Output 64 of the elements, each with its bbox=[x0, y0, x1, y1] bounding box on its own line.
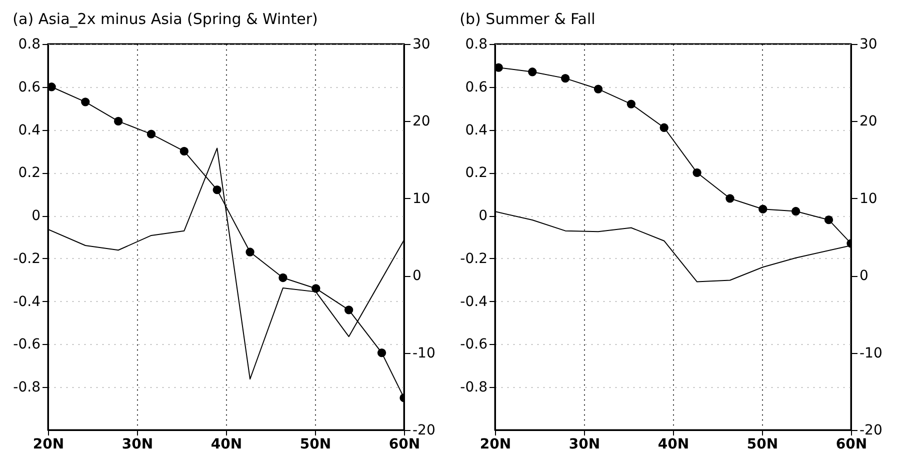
y2-tick-label: -10 bbox=[860, 345, 882, 362]
x-tick-label: 40N bbox=[658, 436, 690, 452]
y-tick-label: -0.8 bbox=[460, 380, 488, 396]
y2-tick-label: 20 bbox=[412, 114, 430, 130]
y2-tick-label: -20 bbox=[860, 422, 882, 438]
point bbox=[758, 204, 768, 214]
point bbox=[692, 168, 702, 177]
y2-tick-label: 20 bbox=[860, 114, 878, 130]
x-tick-label: 30N bbox=[122, 436, 154, 452]
point bbox=[726, 194, 734, 203]
y-tick-label: 0.6 bbox=[465, 79, 488, 96]
x-tick-label: 60N bbox=[836, 436, 868, 452]
y-tick-label: -0.4 bbox=[460, 294, 488, 310]
y-tick-label: 0.4 bbox=[18, 122, 41, 138]
point bbox=[560, 74, 570, 83]
point bbox=[824, 216, 834, 224]
y-tick-label: 0.8 bbox=[465, 36, 488, 52]
point bbox=[344, 306, 354, 314]
y-tick-label: 0 bbox=[32, 208, 40, 224]
y2-tick-label: 0 bbox=[860, 268, 868, 284]
y2-tick-label: 10 bbox=[412, 190, 430, 207]
y-tick-label: -0.2 bbox=[13, 250, 40, 267]
x-tick-label: 40N bbox=[210, 436, 242, 452]
y2-tick-label: -20 bbox=[412, 422, 436, 438]
point bbox=[660, 123, 668, 132]
point bbox=[312, 284, 320, 293]
y-tick-label: -0.8 bbox=[13, 380, 40, 396]
x-tick-label: 60N bbox=[388, 436, 420, 452]
point bbox=[146, 130, 156, 138]
point bbox=[246, 248, 254, 256]
y-tick-label: -0.6 bbox=[460, 336, 488, 353]
point bbox=[180, 146, 188, 156]
chart-title: (a) Asia_2x minus Asia (Spring & Winter) bbox=[12, 10, 318, 28]
y-tick-label: 0.8 bbox=[18, 36, 40, 52]
y2-tick-label: 30 bbox=[412, 36, 430, 52]
y2-tick-label: 30 bbox=[860, 36, 878, 52]
point bbox=[594, 84, 603, 94]
x-tick-label: 20N bbox=[480, 436, 512, 452]
point bbox=[114, 116, 123, 126]
point bbox=[377, 348, 386, 358]
point bbox=[791, 206, 800, 216]
y-tick-label: 0.2 bbox=[18, 165, 40, 182]
x-tick-label: 30N bbox=[568, 436, 600, 452]
point bbox=[212, 186, 222, 194]
point bbox=[48, 82, 56, 92]
point bbox=[495, 63, 503, 72]
y-tick-label: 0 bbox=[478, 208, 488, 224]
chart-title: (b) Summer & Fall bbox=[460, 10, 596, 28]
y2-tick-label: 10 bbox=[860, 190, 878, 207]
point bbox=[528, 68, 537, 76]
x-tick-label: 50N bbox=[746, 436, 778, 452]
point bbox=[626, 100, 636, 108]
x-tick-label: 50N bbox=[300, 436, 332, 452]
y2-tick-label: 0 bbox=[412, 268, 422, 284]
y-tick-label: 0.2 bbox=[465, 165, 488, 182]
y-tick-label: -0.2 bbox=[460, 250, 488, 267]
y-tick-label: -0.6 bbox=[13, 336, 41, 353]
y2-tick-label: -10 bbox=[412, 345, 436, 362]
x-tick-label: 20N bbox=[32, 436, 64, 452]
y-tick-label: 0.6 bbox=[18, 79, 41, 96]
y-tick-label: -0.4 bbox=[13, 294, 41, 310]
point bbox=[81, 98, 90, 106]
point bbox=[278, 273, 288, 282]
y-tick-label: 0.4 bbox=[465, 122, 488, 138]
